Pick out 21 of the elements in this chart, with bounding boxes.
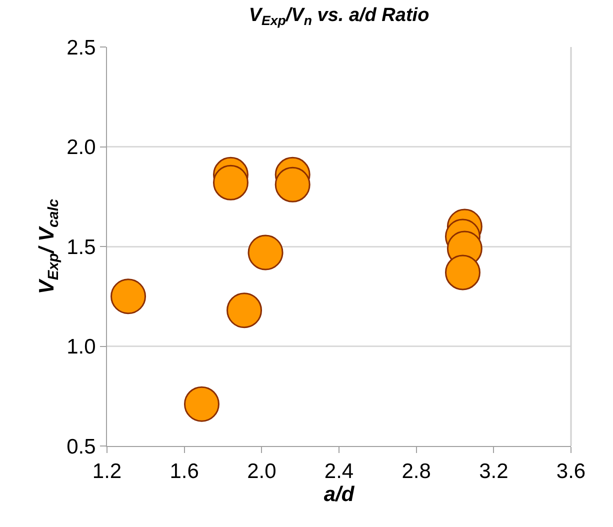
point	[226, 292, 262, 328]
x-tick-label: 1.2	[92, 460, 122, 484]
x-tick-label: 3.6	[556, 460, 586, 484]
x-tick-label: 2.8	[402, 460, 431, 484]
y-tick-label: 1.5	[66, 236, 96, 259]
y-tick-label: 2.5	[66, 36, 96, 60]
chart-title: V$_{Exp}$/V$_{n}$ vs. a/d Ratio	[248, 5, 430, 28]
point	[444, 254, 480, 290]
point	[248, 234, 284, 270]
point	[184, 386, 220, 422]
x-tick-label: 2.0	[247, 460, 276, 484]
point	[274, 166, 310, 202]
x-axis-title: a/d	[324, 483, 356, 506]
y-tick-label: 0.5	[66, 435, 96, 458]
x-tick-label: 3.2	[479, 460, 508, 484]
y-tick-label: 1.0	[66, 336, 96, 359]
y-tick-label: 2.0	[66, 136, 96, 160]
x-tick-label: 2.4	[324, 460, 354, 484]
point	[212, 164, 248, 200]
x-tick-label: 1.6	[170, 460, 199, 484]
point	[110, 278, 146, 314]
